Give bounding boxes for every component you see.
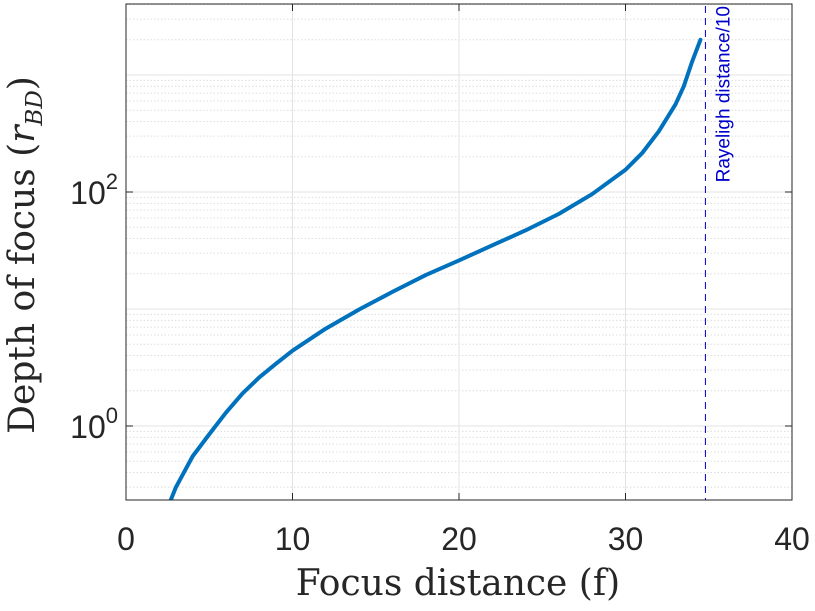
annotation-layer: Rayeligh distance/10	[704, 6, 734, 500]
x-axis-label: Focus distance (f)	[296, 563, 620, 604]
x-tick-label: 20	[441, 521, 477, 557]
y-tick-label: 100	[70, 403, 118, 445]
x-tick-label: 30	[608, 521, 644, 557]
y-axis-label: Depth of focus (rBD)	[2, 76, 48, 434]
y-axis-label-close: )	[2, 76, 43, 90]
x-tick-label: 10	[275, 521, 311, 557]
rayleigh-distance-label: Rayeligh distance/10	[713, 6, 734, 182]
y-axis-label-symbol: r	[2, 124, 43, 143]
y-tick-label-exponent: 0	[106, 403, 118, 428]
x-tick-label: 40	[774, 521, 810, 557]
axes-layer	[125, 3, 793, 501]
depth-of-focus-curve	[168, 37, 703, 500]
y-tick-label-base: 10	[70, 409, 106, 445]
y-tick-label-base: 10	[70, 175, 106, 211]
y-axis-label-subscript: BD	[22, 90, 48, 126]
series-layer	[168, 37, 703, 500]
y-tick-label-exponent: 2	[106, 169, 118, 194]
y-axis-label-main: Depth of focus (	[2, 143, 43, 434]
x-tick-label: 0	[117, 521, 135, 557]
y-tick-label: 102	[70, 169, 118, 211]
